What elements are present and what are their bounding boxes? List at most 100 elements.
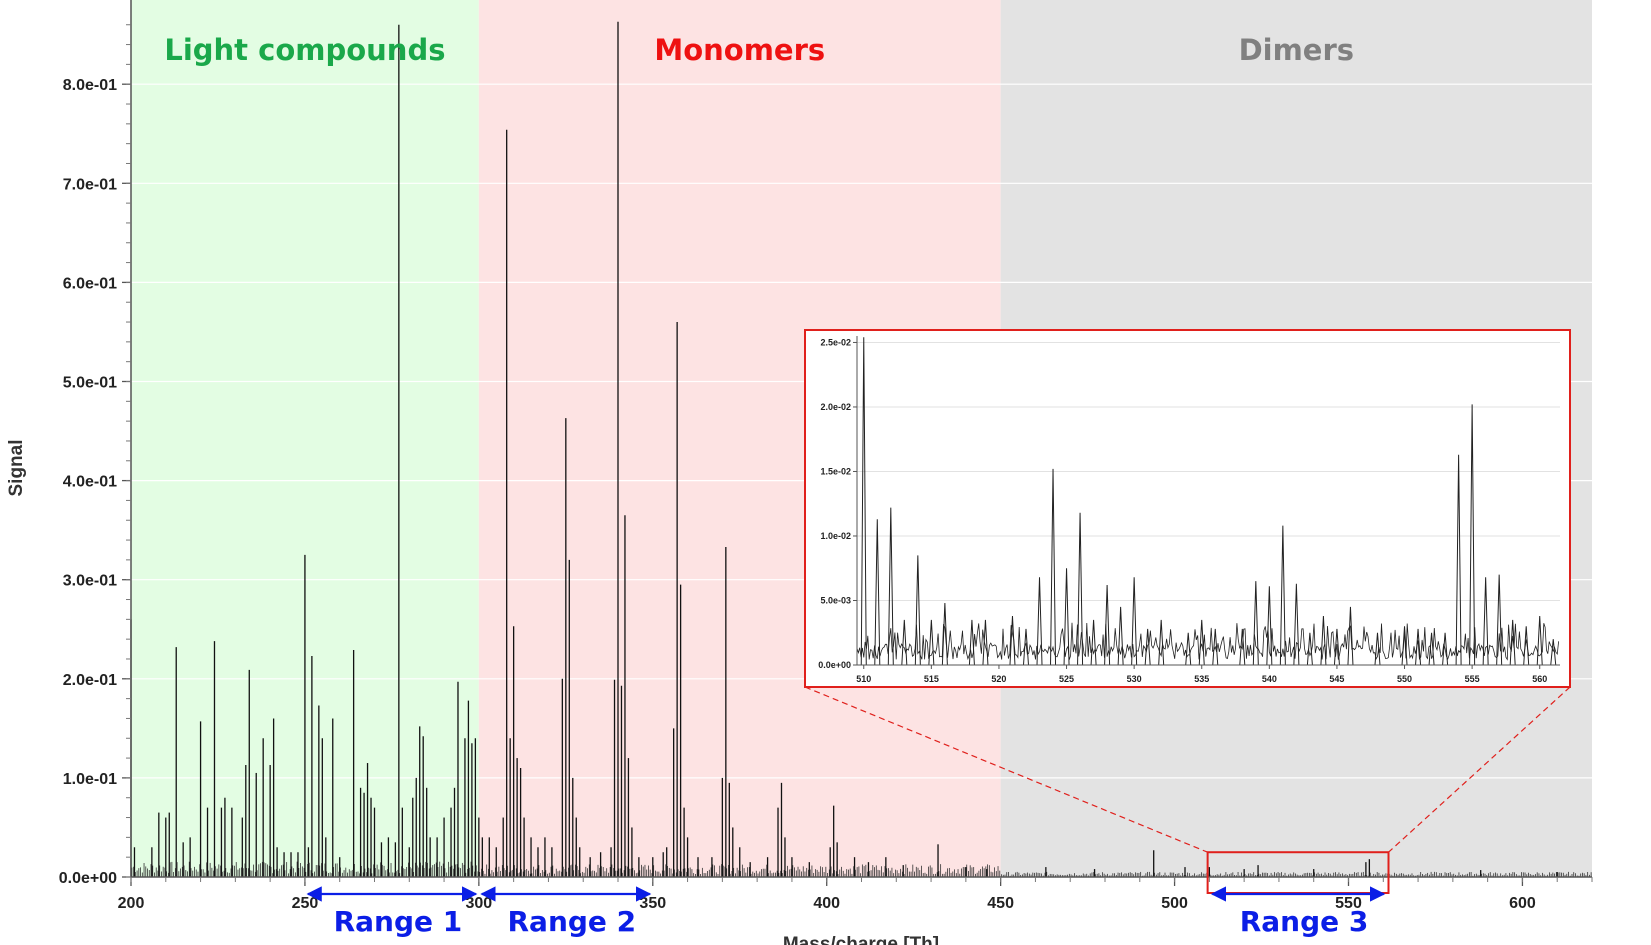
inset-y-tick-label: 1.5e-02 — [820, 466, 851, 476]
inset-peak — [1347, 606, 1354, 666]
inset-x-tick-label: 535 — [1194, 674, 1209, 684]
inset-peak — [874, 519, 881, 666]
inset-x-tick-label: 520 — [991, 674, 1006, 684]
inset-peak — [1401, 626, 1408, 666]
inset-peak — [901, 619, 908, 666]
inset-x-tick-label: 560 — [1532, 674, 1547, 684]
inset-y-tick-label: 5.0e-03 — [820, 595, 851, 605]
region-label-1: Monomers — [654, 33, 825, 67]
y-tick-label: 8.0e-01 — [63, 77, 117, 94]
y-tick-label: 3.0e-01 — [63, 573, 117, 590]
inset-x-tick-label: 530 — [1127, 674, 1142, 684]
x-tick-label: 300 — [466, 895, 493, 912]
inset-peak — [1036, 577, 1043, 666]
y-tick-label: 7.0e-01 — [63, 176, 117, 193]
inset-peak — [1428, 632, 1435, 666]
inset-peak — [1536, 615, 1543, 666]
inset-peak — [928, 619, 935, 666]
y-axis-ticks: 0.0e+00 1.0e-01 2.0e-01 3.0e-01 4.0e-01 5.0e-… — [59, 24, 131, 887]
y-tick-label: 1.0e-01 — [63, 771, 117, 788]
inset-trace — [856, 622, 1559, 661]
y-tick-label: 4.0e-01 — [63, 474, 117, 491]
y-axis-title: Signal — [6, 439, 27, 496]
zoom-connector-right — [1388, 686, 1571, 853]
zoom-connector-left — [804, 686, 1208, 853]
inset-peak — [1090, 619, 1097, 666]
range-label-3: Range 3 — [1240, 905, 1369, 938]
range-label-2: Range 2 — [507, 905, 636, 938]
inset-zoom-chart: 0.0e+00 5.0e-03 1.0e-02 1.5e-02 2.0e-02 2.5e-… — [804, 329, 1571, 688]
inset-y-tick-label: 2.5e-02 — [820, 337, 851, 347]
inset-x-tick-label: 525 — [1059, 674, 1074, 684]
inset-peak — [1333, 628, 1340, 666]
inset-x-tick-label: 555 — [1465, 674, 1480, 684]
inset-x-tick-label: 540 — [1262, 674, 1277, 684]
inset-peak — [1185, 632, 1192, 666]
range-label-1: Range 1 — [334, 905, 463, 938]
inset-peak — [860, 337, 867, 666]
region-labels: Light compounds Monomers Dimers — [164, 33, 1354, 67]
inset-peak — [1158, 619, 1165, 666]
inset-peak — [1293, 583, 1300, 666]
inset-peak — [1374, 632, 1381, 666]
x-tick-label: 200 — [118, 895, 145, 912]
inset-peak — [1306, 632, 1313, 666]
inset-peak — [1131, 577, 1138, 666]
inset-peak — [1415, 628, 1422, 666]
inset-x-tick-label: 515 — [924, 674, 939, 684]
x-tick-label: 500 — [1161, 895, 1188, 912]
x-axis-title: Mass/charge [Th] — [783, 934, 939, 945]
inset-peak — [1212, 628, 1219, 666]
inset-x-tick-label: 545 — [1329, 674, 1344, 684]
y-tick-label: 0.0e+00 — [59, 870, 117, 887]
inset-peak — [1482, 577, 1489, 666]
inset-peak — [1022, 628, 1029, 666]
y-tick-label: 2.0e-01 — [63, 672, 117, 689]
inset-peak — [1523, 626, 1530, 666]
x-tick-label: 400 — [813, 895, 840, 912]
inset-peak — [1509, 619, 1516, 666]
inset-peak — [1009, 615, 1016, 666]
inset-y-axis-ticks: 0.0e+00 5.0e-03 1.0e-02 1.5e-02 2.0e-02 2.5e-… — [818, 337, 857, 670]
range-annotations: Range 1 Range 2 Range 3 — [306, 886, 1386, 938]
inset-peak — [1077, 512, 1084, 666]
inset-gridlines — [857, 341, 1560, 601]
inset-peak — [1144, 628, 1151, 666]
inset-peak — [1050, 468, 1057, 666]
x-tick-label: 600 — [1509, 895, 1536, 912]
inset-frame — [804, 329, 1571, 688]
region-label-2: Dimers — [1239, 33, 1354, 67]
x-tick-label: 450 — [987, 895, 1014, 912]
inset-peak — [1469, 404, 1476, 666]
inset-peak — [982, 619, 989, 666]
inset-peak — [1252, 581, 1259, 666]
inset-y-tick-label: 0.0e+00 — [818, 660, 851, 670]
inset-noise-trace — [856, 622, 1559, 661]
inset-peak — [941, 603, 948, 666]
inset-peak — [968, 619, 975, 666]
region-label-0: Light compounds — [164, 33, 445, 67]
inset-peak — [1104, 584, 1111, 666]
inset-x-axis-ticks: 510 515 520 525 530 535 540 545 550 555 560 — [856, 665, 1547, 684]
inset-peak — [1496, 574, 1503, 666]
inset-peak — [1455, 454, 1462, 666]
inset-peak — [1320, 615, 1327, 666]
inset-peak — [1063, 568, 1070, 666]
inset-y-tick-label: 2.0e-02 — [820, 402, 851, 412]
inset-peaks — [860, 337, 1557, 666]
inset-x-tick-label: 550 — [1397, 674, 1412, 684]
inset-peak — [1117, 606, 1124, 666]
inset-peak — [914, 555, 921, 666]
inset-x-tick-label: 510 — [856, 674, 871, 684]
main-spectrum-peaks — [130, 21, 1592, 877]
inset-peak — [1550, 639, 1557, 666]
x-tick-label: 250 — [292, 895, 319, 912]
inset-peak — [1198, 619, 1205, 666]
inset-peak — [1442, 632, 1449, 666]
inset-y-tick-label: 1.0e-02 — [820, 531, 851, 541]
inset-peak — [1266, 586, 1273, 666]
x-tick-label: 350 — [639, 895, 666, 912]
y-tick-label: 6.0e-01 — [63, 275, 117, 292]
inset-peak — [887, 507, 894, 666]
